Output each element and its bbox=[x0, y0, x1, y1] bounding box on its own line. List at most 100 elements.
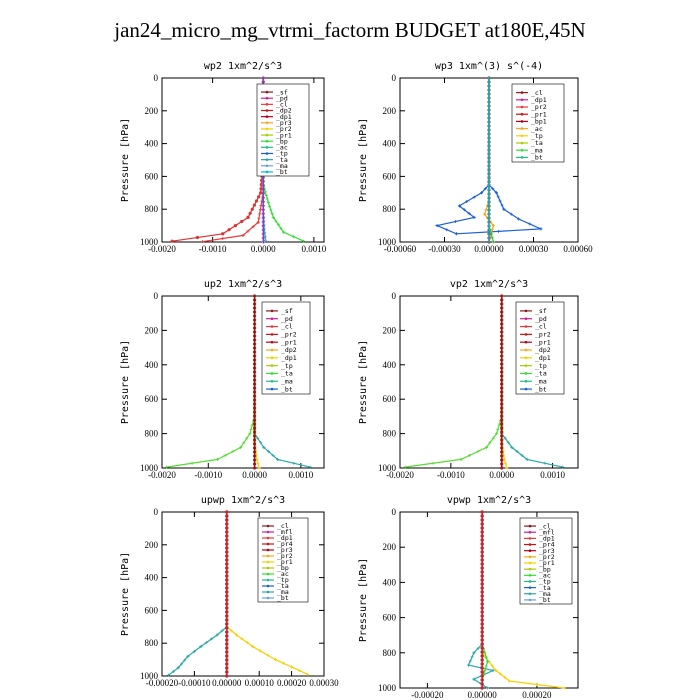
legend-label: _sf bbox=[281, 307, 293, 315]
legend-marker bbox=[524, 325, 528, 328]
series-marker bbox=[454, 232, 458, 236]
series-marker bbox=[253, 414, 257, 418]
y-axis-label: Pressure [hPa] bbox=[120, 552, 131, 636]
series-marker bbox=[480, 674, 484, 678]
series-marker bbox=[263, 190, 267, 194]
series-marker bbox=[480, 666, 484, 670]
y-tick-label: 1000 bbox=[140, 671, 159, 681]
series-marker bbox=[231, 449, 235, 453]
series-marker bbox=[480, 518, 484, 522]
series-marker bbox=[252, 203, 256, 207]
y-tick-label: 600 bbox=[145, 605, 159, 615]
panel-title: upwp 1xm^2/s^3 bbox=[201, 495, 285, 506]
series-marker bbox=[480, 594, 484, 598]
series-marker bbox=[264, 193, 268, 197]
series-marker bbox=[520, 453, 524, 457]
series-marker bbox=[225, 602, 229, 606]
series-marker bbox=[256, 220, 260, 224]
legend-label: _ta bbox=[277, 582, 289, 590]
x-tick-label: -0.0020 bbox=[148, 244, 176, 254]
legend-marker bbox=[265, 146, 269, 149]
series-line-dp1 bbox=[202, 78, 264, 243]
series-marker bbox=[500, 414, 504, 418]
series-marker bbox=[480, 582, 484, 586]
series-marker bbox=[253, 450, 257, 454]
legend: _sf_pd_cl_pr2_pr1_dp2_dp1_tp_ta_ma_bt bbox=[261, 301, 311, 395]
series-marker bbox=[508, 679, 512, 683]
series-marker bbox=[491, 436, 495, 440]
legend-marker bbox=[265, 96, 269, 100]
legend-label: _pr2 bbox=[281, 331, 297, 339]
series-marker bbox=[253, 394, 257, 398]
legend-marker bbox=[266, 584, 270, 588]
legend-box bbox=[261, 301, 311, 395]
legend-label: _mfl bbox=[539, 528, 555, 536]
series-marker bbox=[465, 200, 469, 204]
series-marker bbox=[487, 96, 491, 100]
series-marker bbox=[500, 410, 504, 414]
series-marker bbox=[199, 644, 203, 648]
x-tick-label: 0.0010 bbox=[302, 244, 327, 254]
series-marker bbox=[253, 338, 257, 342]
legend-label: _ac bbox=[531, 125, 543, 133]
series-marker bbox=[480, 642, 484, 646]
legend-marker bbox=[520, 105, 524, 109]
series-marker bbox=[215, 633, 219, 637]
legend-marker bbox=[270, 372, 274, 375]
series-marker bbox=[261, 200, 265, 204]
series-marker bbox=[245, 641, 249, 645]
series-marker bbox=[500, 342, 504, 346]
legend-marker bbox=[270, 348, 274, 352]
legend-marker bbox=[524, 340, 528, 344]
series-marker bbox=[500, 434, 504, 438]
legend-marker bbox=[266, 524, 270, 528]
panel-title: up2 1xm^2/s^3 bbox=[204, 279, 282, 290]
series-marker bbox=[487, 172, 491, 176]
series-marker bbox=[253, 334, 257, 338]
series-marker bbox=[403, 465, 407, 469]
series-marker bbox=[500, 418, 504, 422]
series-marker bbox=[253, 430, 257, 434]
series-marker bbox=[276, 223, 280, 227]
y-tick-label: 1000 bbox=[378, 237, 397, 247]
series-marker bbox=[225, 594, 229, 598]
series-marker bbox=[480, 522, 484, 526]
series-marker bbox=[258, 649, 262, 653]
series-marker bbox=[480, 634, 484, 638]
y-tick-label: 600 bbox=[145, 394, 159, 404]
page-title: jan24_micro_mg_vtrmi_factorm BUDGET at18… bbox=[114, 18, 586, 42]
series-marker bbox=[261, 224, 265, 228]
series-marker bbox=[253, 410, 257, 414]
legend-label: _tp bbox=[535, 362, 547, 370]
legend-label: _ma bbox=[531, 146, 543, 154]
series-marker bbox=[225, 566, 229, 570]
x-tick-label: 0.0000 bbox=[489, 470, 514, 480]
series-marker bbox=[240, 219, 244, 224]
series-marker bbox=[225, 558, 229, 562]
legend-label: _cl bbox=[535, 323, 547, 331]
series-marker bbox=[171, 669, 175, 673]
legend-marker bbox=[528, 549, 532, 552]
series-marker bbox=[225, 614, 229, 618]
series-marker bbox=[502, 207, 506, 211]
x-tick-label: 0.00010 bbox=[245, 678, 275, 688]
series-marker bbox=[225, 526, 229, 530]
legend-marker bbox=[524, 333, 528, 336]
series-marker bbox=[253, 306, 257, 310]
legend-marker bbox=[266, 542, 270, 546]
y-tick-label: 400 bbox=[383, 139, 397, 149]
legend: _cl_dp1_pr2_pr1_bp1_ac_tp_ta_ma_bt bbox=[511, 83, 565, 163]
series-marker bbox=[480, 602, 484, 606]
series-marker bbox=[480, 558, 484, 562]
series-marker bbox=[282, 661, 285, 665]
series-marker bbox=[254, 199, 259, 203]
legend-box bbox=[515, 301, 565, 395]
y-tick-label: 800 bbox=[145, 204, 159, 214]
legend-label: _pr1 bbox=[281, 338, 297, 346]
series-marker bbox=[480, 586, 484, 590]
series-marker bbox=[261, 76, 265, 80]
legend-box bbox=[511, 83, 565, 163]
legend-label: _dp2 bbox=[535, 346, 551, 354]
legend-marker bbox=[265, 164, 269, 168]
series-marker bbox=[487, 92, 491, 96]
